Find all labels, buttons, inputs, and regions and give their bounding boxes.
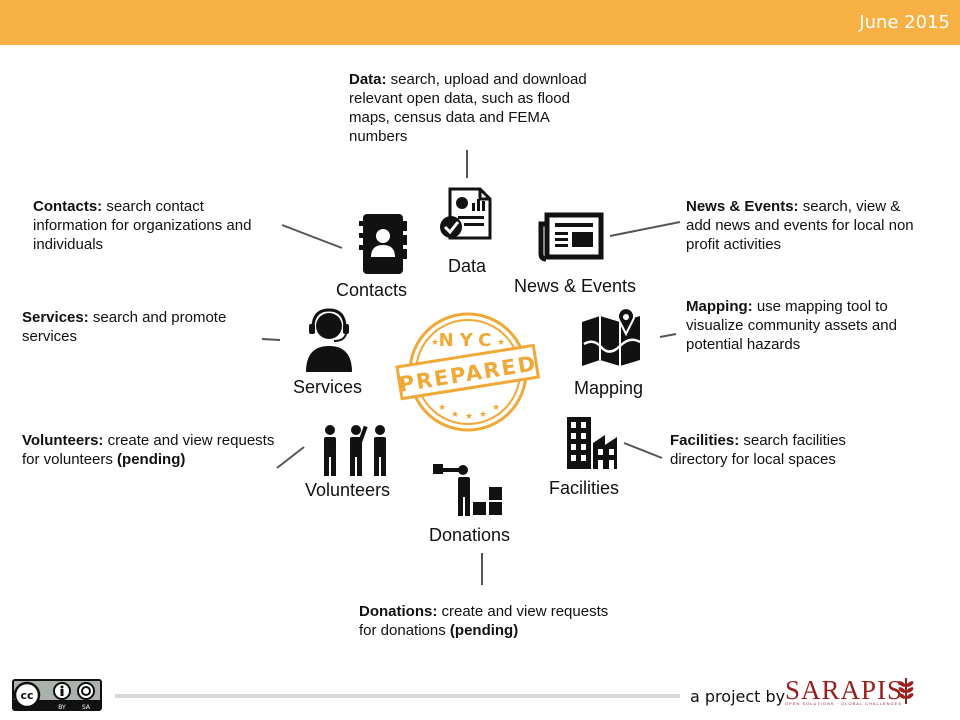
badge-top-text: NYC (439, 330, 498, 351)
svg-text:★: ★ (465, 412, 473, 422)
news-description: News & Events: search, view & add news a… (686, 198, 914, 253)
project-by-text: a project by (690, 687, 786, 706)
sa-label: SA (82, 704, 91, 711)
sarapis-logo[interactable]: SARAPIS (785, 675, 904, 705)
volunteers-label: Volunteers (305, 480, 391, 500)
data-description: Data: search, upload and download releva… (349, 71, 587, 145)
contacts-description: Contacts: search contact information for… (33, 198, 252, 253)
connector-services (261, 338, 281, 341)
connector-news (609, 221, 681, 237)
address-book-icon (359, 214, 407, 274)
facilities-label: Facilities (549, 478, 620, 498)
svg-text:★: ★ (451, 410, 459, 420)
svg-text:★: ★ (497, 338, 505, 348)
connector-facilities (623, 442, 663, 459)
facilities-description: Facilities: search facilities directory … (670, 432, 846, 468)
data-label: Data (448, 256, 487, 276)
svg-text:★: ★ (431, 338, 439, 348)
headset-person-icon (306, 308, 352, 372)
mapping-label: Mapping (574, 378, 644, 398)
data-report-icon (440, 187, 492, 240)
volunteers-group-icon (324, 425, 386, 476)
services-label: Services (293, 377, 363, 397)
svg-text:★: ★ (438, 403, 446, 413)
volunteers-description: Volunteers: create and view requests for… (22, 432, 275, 468)
wheat-icon (898, 678, 914, 704)
svg-text:★: ★ (479, 410, 487, 420)
map-pin-icon (582, 308, 641, 366)
services-description: Services: search and promote services (22, 309, 227, 345)
connector-mapping (659, 333, 677, 338)
header-bar: June 2015 (0, 0, 960, 45)
news-label: News & Events (514, 276, 637, 296)
newspaper-icon (538, 212, 604, 262)
connector-volunteers (276, 446, 305, 469)
creative-commons-license-icon[interactable]: cc BY SA (12, 679, 102, 711)
mapping-description: Mapping: use mapping tool to visualize c… (686, 298, 897, 353)
svg-text:★: ★ (492, 403, 500, 413)
buildings-icon (567, 417, 617, 469)
donation-boxes-icon (433, 464, 502, 516)
nyc-prepared-badge: NYC ★ ★ ★★ ★ ★★ PREPARED (395, 312, 541, 432)
by-label: BY (58, 704, 66, 711)
contacts-label: Contacts (336, 280, 408, 300)
svg-text:cc: cc (20, 689, 33, 702)
sarapis-tagline: OPEN SOLUTIONS · GLOBAL CHALLENGES (785, 701, 902, 706)
connector-contacts (281, 224, 343, 249)
date-label: June 2015 (859, 12, 950, 33)
donations-label: Donations (429, 525, 511, 545)
footer-divider (115, 694, 680, 698)
donations-description: Donations: create and view requests for … (359, 603, 609, 639)
